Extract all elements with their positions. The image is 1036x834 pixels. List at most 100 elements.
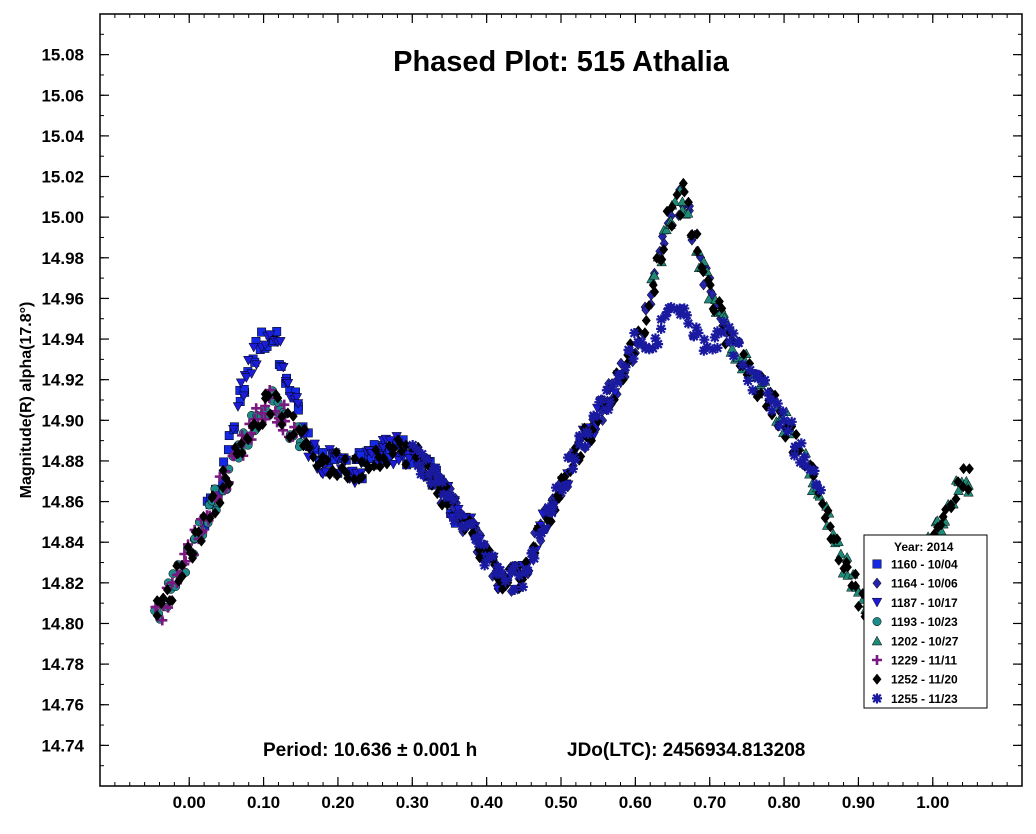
data-point <box>423 469 434 480</box>
data-point <box>628 353 639 364</box>
data-point <box>728 350 739 361</box>
x-tick-label: 1.00 <box>916 793 949 812</box>
data-point <box>397 445 407 457</box>
data-point <box>662 307 673 318</box>
x-tick-labels: 0.00 0.10 0.20 0.30 0.40 0.50 0.60 0.70 0.80 0.90… <box>173 793 950 812</box>
data-point <box>647 343 659 354</box>
y-tick-label: 14.90 <box>41 411 84 430</box>
data-point <box>756 387 766 399</box>
data-point <box>449 515 460 526</box>
data-point <box>243 356 254 366</box>
axis-ticks <box>99 14 1023 786</box>
data-point <box>371 444 381 456</box>
data-point <box>752 373 763 384</box>
data-point <box>782 426 793 437</box>
data-point <box>693 327 704 338</box>
data-point <box>275 337 286 347</box>
data-point <box>799 452 810 463</box>
data-point <box>702 341 713 352</box>
data-point <box>385 436 396 446</box>
legend-box <box>863 534 988 709</box>
data-point <box>340 453 350 465</box>
data-point <box>241 373 252 383</box>
data-point <box>709 332 720 343</box>
y-tick-label: 15.02 <box>41 168 84 187</box>
data-point <box>291 393 303 403</box>
data-point <box>263 390 273 402</box>
y-tick-label: 15.08 <box>41 46 84 65</box>
data-point <box>548 502 559 513</box>
data-point <box>604 396 615 408</box>
data-point <box>762 387 774 398</box>
data-point <box>473 538 484 549</box>
data-point <box>742 375 753 386</box>
data-point <box>282 379 294 389</box>
data-point <box>703 293 715 304</box>
data-point <box>679 186 689 198</box>
data-point <box>567 463 578 474</box>
data-point <box>412 444 423 455</box>
data-point <box>712 342 723 353</box>
data-point <box>382 458 392 470</box>
data-point <box>953 476 963 488</box>
x-tick-label: 0.90 <box>842 793 875 812</box>
data-point <box>432 475 443 487</box>
data-point <box>218 464 228 477</box>
data-point <box>745 365 756 376</box>
legend-entry-label: 1193 - 10/23 <box>891 615 958 629</box>
data-point <box>656 254 666 267</box>
data-point <box>304 442 314 454</box>
data-point <box>659 243 669 256</box>
x-tick-label: 0.60 <box>619 793 652 812</box>
data-point <box>606 381 618 392</box>
data-point <box>717 302 727 315</box>
data-point <box>279 399 290 410</box>
data-point <box>805 464 816 475</box>
data-point <box>243 434 253 446</box>
data-point <box>251 403 262 414</box>
y-axis-label: Magnitude(R) alpha(17.8°) <box>18 302 35 499</box>
data-point <box>331 446 341 459</box>
y-tick-label: 14.88 <box>41 452 84 471</box>
data-point <box>644 300 654 312</box>
data-point <box>157 615 168 626</box>
data-point <box>653 339 664 350</box>
data-point <box>413 460 424 471</box>
legend-marker <box>872 559 882 569</box>
data-point <box>582 428 593 439</box>
data-point <box>612 377 623 388</box>
y-tick-label: 14.84 <box>41 533 84 552</box>
data-point <box>479 560 490 571</box>
data-point <box>235 378 247 389</box>
data-point <box>728 328 739 339</box>
legend-title: Year: 2014 <box>894 540 954 554</box>
data-point <box>692 228 702 240</box>
data-point <box>795 457 806 468</box>
data-point <box>415 469 426 480</box>
data-point <box>278 362 289 373</box>
data-point <box>615 369 626 380</box>
data-point <box>471 532 482 544</box>
data-point <box>417 449 428 460</box>
data-point <box>459 521 470 533</box>
data-point <box>542 506 553 517</box>
y-tick-label: 14.80 <box>41 614 84 633</box>
data-point <box>369 460 379 472</box>
data-point <box>699 334 710 345</box>
data-point <box>162 584 172 596</box>
data-point <box>224 431 234 441</box>
data-point <box>152 609 162 622</box>
y-tick-label: 15.00 <box>41 208 84 227</box>
data-point <box>724 336 735 347</box>
data-point <box>215 497 225 509</box>
data-point <box>815 485 826 496</box>
data-point <box>207 492 217 504</box>
data-point <box>299 423 309 435</box>
data-point <box>963 483 973 496</box>
x-tick-label: 0.80 <box>768 793 801 812</box>
legend: Year: 2014 1160 - 10/04 1164 - 10/06 1187 … <box>863 534 988 709</box>
data-point <box>825 521 835 533</box>
data-point <box>560 480 572 491</box>
jdo-annotation: JDo(LTC): 2456934.813208 <box>567 740 805 761</box>
y-tick-label: 14.82 <box>41 574 84 593</box>
